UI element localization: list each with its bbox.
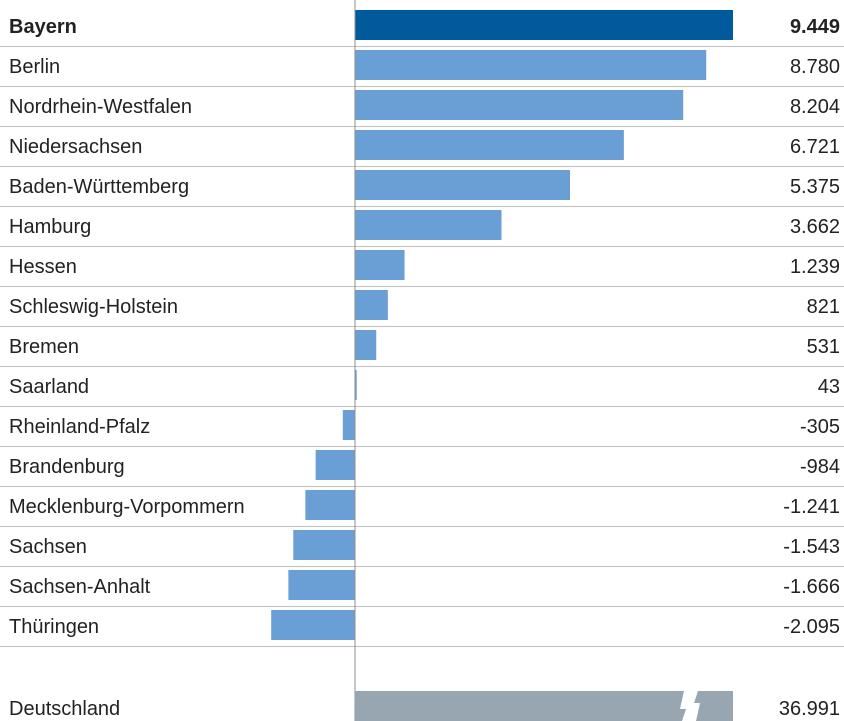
value-label-13: -1.543	[783, 536, 840, 558]
bar-10	[342, 410, 355, 440]
bar-2	[355, 90, 684, 120]
value-labels: 9.449 8.780 8.204 6.721 5.375 3.662 1.239 821 53…	[783, 16, 840, 638]
total-row: Deutschland 36.991	[9, 691, 840, 721]
bar-11	[315, 450, 355, 480]
category-label-5: Hamburg	[9, 216, 91, 238]
value-label-14: -1.666	[783, 576, 840, 598]
bar-3	[355, 130, 624, 160]
total-bar	[355, 691, 733, 721]
category-label-8: Bremen	[9, 336, 79, 358]
bar-14	[288, 570, 355, 600]
bar-6	[355, 250, 405, 280]
value-label-6: 1.239	[790, 256, 840, 278]
value-label-15: -2.095	[783, 616, 840, 638]
category-label-15: Thüringen	[9, 616, 99, 638]
category-label-11: Brandenburg	[9, 456, 125, 478]
total-label: Deutschland	[9, 698, 120, 720]
total-value: 36.991	[779, 698, 840, 720]
row-separators	[0, 46, 844, 647]
value-label-2: 8.204	[790, 96, 840, 118]
bar-12	[305, 490, 355, 520]
value-label-3: 6.721	[790, 136, 840, 158]
category-labels: Bayern Berlin Nordrhein-Westfalen Niedersac…	[9, 16, 245, 638]
bar-13	[293, 530, 355, 560]
value-label-11: -984	[800, 456, 840, 478]
value-label-5: 3.662	[790, 216, 840, 238]
axis-break-mark	[680, 691, 700, 721]
value-label-4: 5.375	[790, 176, 840, 198]
category-label-9: Saarland	[9, 376, 89, 398]
value-label-10: -305	[800, 416, 840, 438]
bar-9	[355, 370, 357, 400]
category-label-1: Berlin	[9, 56, 60, 78]
bar-4	[355, 170, 571, 200]
category-label-4: Baden-Württemberg	[9, 176, 189, 198]
bar-1	[355, 50, 707, 80]
category-label-14: Sachsen-Anhalt	[9, 576, 151, 598]
value-label-0: 9.449	[790, 16, 840, 38]
bar-15	[271, 610, 355, 640]
category-label-2: Nordrhein-Westfalen	[9, 96, 192, 118]
category-label-6: Hessen	[9, 256, 77, 278]
category-label-10: Rheinland-Pfalz	[9, 416, 150, 438]
bars	[271, 10, 733, 640]
category-label-13: Sachsen	[9, 536, 87, 558]
category-label-3: Niedersachsen	[9, 136, 142, 158]
bar-7	[355, 290, 388, 320]
bar-8	[355, 330, 377, 360]
value-label-12: -1.241	[783, 496, 840, 518]
value-label-9: 43	[818, 376, 840, 398]
category-label-12: Mecklenburg-Vorpommern	[9, 496, 245, 518]
value-label-8: 531	[807, 336, 840, 358]
bar-0	[355, 10, 733, 40]
category-label-0: Bayern	[9, 16, 77, 38]
category-label-7: Schleswig-Holstein	[9, 296, 178, 318]
bar-5	[355, 210, 502, 240]
value-label-1: 8.780	[790, 56, 840, 78]
value-label-7: 821	[807, 296, 840, 318]
